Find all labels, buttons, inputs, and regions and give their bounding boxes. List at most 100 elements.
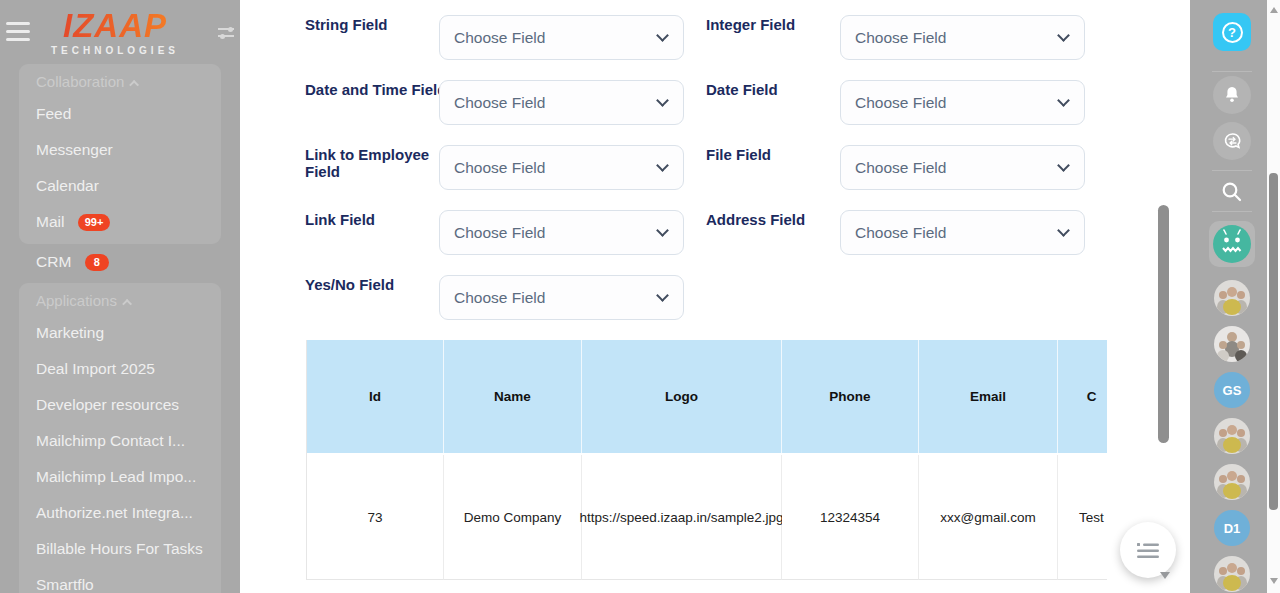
sidebar-item-authorize-net[interactable]: Authorize.net Integra... (19, 495, 221, 531)
cell-phone: 12324354 (782, 455, 919, 580)
right-utility-rail: ? (1190, 0, 1267, 593)
string-field-select[interactable]: Choose Field (439, 15, 684, 60)
user-avatar-initials[interactable]: D1 (1214, 510, 1250, 546)
column-header-phone: Phone (782, 340, 919, 453)
integer-field-label: Integer Field (706, 16, 856, 33)
field-mapping-panel: String Field Choose Field Integer Field … (240, 0, 1190, 593)
robot-avatar-icon (1213, 225, 1251, 263)
sidebar-item-mailchimp-lead[interactable]: Mailchimp Lead Impo... (19, 459, 221, 495)
sidebar-item-deal-import[interactable]: Deal Import 2025 (19, 351, 221, 387)
sidebar-item-developer-resources[interactable]: Developer resources (19, 387, 221, 423)
user-avatar[interactable] (1214, 280, 1250, 316)
cell-name: Demo Company (444, 455, 582, 580)
page-scrollbar (1267, 0, 1280, 593)
datetime-field-label: Date and Time Field (305, 81, 455, 98)
sidebar-section-applications[interactable]: Applications (19, 287, 221, 315)
column-header-id: Id (307, 340, 444, 453)
chevron-down-icon (1057, 94, 1070, 107)
cell-email: xxx@gmail.com (919, 455, 1058, 580)
yesno-field-select[interactable]: Choose Field (439, 275, 684, 320)
chevron-down-icon (656, 94, 669, 107)
notifications-button[interactable] (1213, 76, 1251, 114)
address-field-label: Address Field (706, 211, 856, 228)
sidebar-item-calendar[interactable]: Calendar (19, 168, 221, 204)
collaboration-menu-panel: Collaboration Feed Messenger Calendar Ma… (19, 64, 221, 244)
table-row: 73 Demo Company https://speed.izaap.in/s… (307, 455, 1107, 580)
link-field-select[interactable]: Choose Field (439, 210, 684, 255)
sidebar-item-mail[interactable]: Mail 99+ (19, 204, 221, 240)
date-field-label: Date Field (706, 81, 856, 98)
app-logo: IZAAP TECHNOLOGIES (50, 8, 180, 56)
link-field-label: Link Field (305, 211, 455, 228)
search-button[interactable] (1219, 179, 1245, 209)
user-avatar[interactable] (1214, 464, 1250, 500)
cell-id: 73 (307, 455, 444, 580)
sidebar-section-collaboration[interactable]: Collaboration (19, 68, 221, 96)
chevron-down-icon (1057, 224, 1070, 237)
sidebar-item-feed[interactable]: Feed (19, 96, 221, 132)
cell-truncated: Test (1058, 455, 1107, 580)
sidebar-item-smartflo[interactable]: Smartflo (19, 567, 221, 593)
sidebar-item-billable-hours[interactable]: Billable Hours For Tasks (19, 531, 221, 567)
list-menu-floating-button[interactable] (1120, 522, 1176, 578)
column-header-name: Name (444, 340, 582, 453)
integer-field-select[interactable]: Choose Field (840, 15, 1085, 60)
cell-logo: https://speed.izaap.in/sample2.jpg (582, 455, 782, 580)
sidebar-item-crm[interactable]: CRM 8 (19, 244, 221, 280)
logo-subtext: TECHNOLOGIES (50, 45, 180, 56)
user-avatar[interactable] (1214, 418, 1250, 454)
link-employee-field-select[interactable]: Choose Field (439, 145, 684, 190)
file-field-label: File Field (706, 146, 856, 163)
scroll-down-arrow[interactable] (1270, 578, 1278, 584)
app-root: IZAAP TECHNOLOGIES Collaboration Feed Me… (0, 0, 1280, 593)
chevron-down-icon (656, 29, 669, 42)
expand-arrow-icon (1160, 572, 1170, 579)
chevron-down-icon (656, 159, 669, 172)
left-sidebar: IZAAP TECHNOLOGIES Collaboration Feed Me… (0, 0, 240, 593)
file-field-select[interactable]: Choose Field (840, 145, 1085, 190)
datetime-field-select[interactable]: Choose Field (439, 80, 684, 125)
chevron-up-icon (130, 80, 140, 90)
address-field-select[interactable]: Choose Field (840, 210, 1085, 255)
logo-text: IZAAP (50, 8, 180, 44)
column-header-logo: Logo (582, 340, 782, 453)
chevron-down-icon (656, 289, 669, 302)
user-avatar[interactable] (1214, 326, 1250, 362)
help-button[interactable]: ? (1213, 13, 1251, 51)
divider (1212, 170, 1252, 171)
preview-table: Id Name Logo Phone Email C 73 Demo Compa… (306, 340, 1107, 580)
sidebar-item-mailchimp-contact[interactable]: Mailchimp Contact I... (19, 423, 221, 459)
link-employee-field-label: Link to Employee Field (305, 146, 455, 180)
bot-avatar-button[interactable] (1209, 221, 1255, 267)
user-avatar-initials[interactable]: GS (1214, 372, 1250, 408)
sidebar-item-marketing[interactable]: Marketing (19, 315, 221, 351)
sidebar-item-messenger[interactable]: Messenger (19, 132, 221, 168)
string-field-label: String Field (305, 16, 455, 33)
hamburger-menu-icon[interactable] (6, 22, 30, 42)
chevron-down-icon (656, 224, 669, 237)
bell-icon (1222, 85, 1242, 105)
mail-unread-badge: 99+ (78, 214, 111, 231)
chat-sync-button[interactable] (1213, 122, 1251, 160)
column-header-truncated: C (1058, 340, 1107, 453)
column-header-email: Email (919, 340, 1058, 453)
chevron-up-icon (122, 299, 132, 309)
scroll-up-arrow[interactable] (1270, 7, 1278, 13)
crm-count-badge: 8 (85, 254, 109, 271)
divider (1212, 211, 1252, 212)
date-field-select[interactable]: Choose Field (840, 80, 1085, 125)
applications-menu-panel: Applications Marketing Deal Import 2025 … (19, 283, 221, 593)
question-mark-icon: ? (1222, 22, 1243, 43)
user-avatar[interactable] (1214, 556, 1250, 592)
search-icon (1219, 179, 1245, 205)
divider (1212, 71, 1252, 72)
table-header-row: Id Name Logo Phone Email C (307, 340, 1107, 453)
chevron-down-icon (1057, 29, 1070, 42)
chevron-down-icon (1057, 159, 1070, 172)
page-scrollbar-thumb[interactable] (1269, 173, 1278, 510)
sidebar-settings-icon[interactable] (218, 24, 236, 42)
yesno-field-label: Yes/No Field (305, 276, 455, 293)
modal-scrollbar-thumb[interactable] (1158, 205, 1169, 443)
list-icon (1137, 542, 1159, 559)
chat-sync-icon (1222, 131, 1243, 152)
